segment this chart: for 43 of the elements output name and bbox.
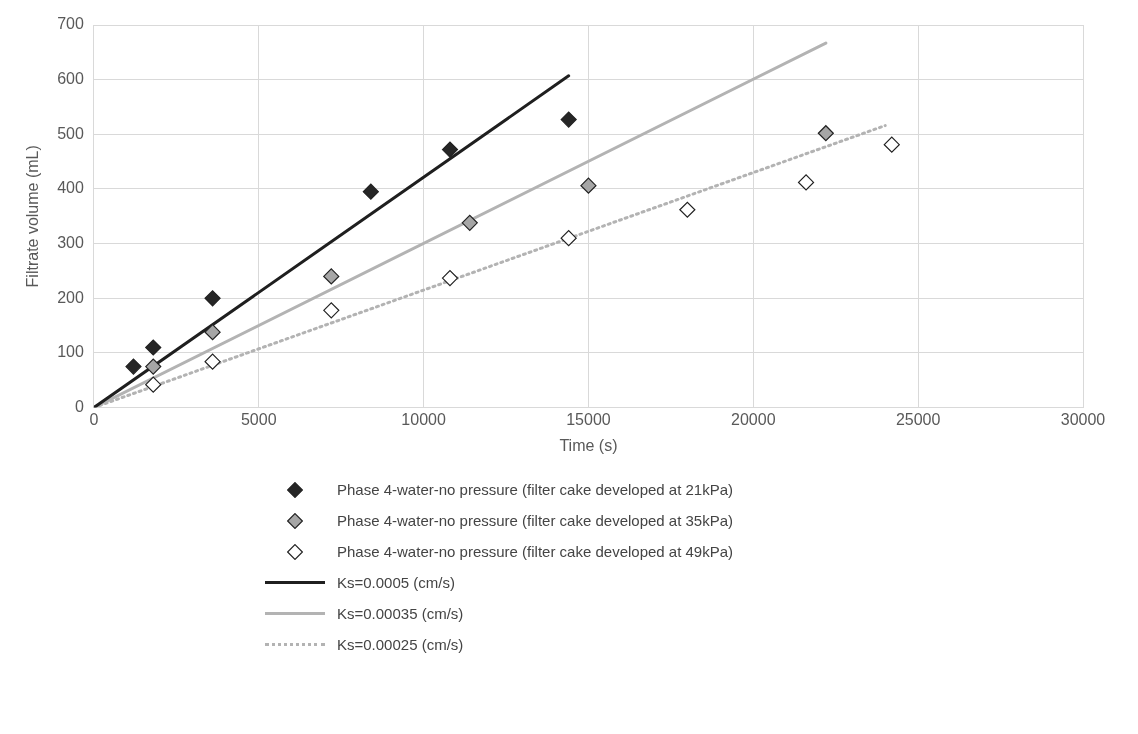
legend-label: Phase 4-water-no pressure (filter cake developed at 49kPa) <box>337 543 734 560</box>
y-tick-label: 300 <box>57 234 84 252</box>
x-tick-label: 0 <box>89 410 99 428</box>
point <box>204 353 221 370</box>
x-tick-label: 30000 <box>1060 410 1106 428</box>
y-tick-label: 600 <box>57 70 84 88</box>
x-tick-label: 10000 <box>401 410 446 428</box>
point <box>362 183 379 200</box>
legend-label: Phase 4-water-no pressure (filter cake developed at 21kPa) <box>337 481 734 498</box>
point <box>441 141 459 158</box>
y-tick-label: 100 <box>57 343 84 361</box>
point <box>560 111 577 128</box>
point <box>323 268 340 285</box>
x-tick-label: 5000 <box>240 410 277 428</box>
point <box>560 230 577 247</box>
y-axis-title: Filtrate volume (mL) <box>24 145 42 288</box>
point <box>145 376 162 393</box>
y-tick-label: 400 <box>57 179 84 197</box>
legend-label: Ks=0.0005 (cm/s) <box>337 574 455 591</box>
legend-label: Phase 4-water-no pressure (filter cake developed at 35kPa) <box>337 512 734 529</box>
x-axis-title: Time (s) <box>559 436 618 454</box>
point <box>145 339 162 356</box>
point <box>145 358 162 375</box>
point <box>817 125 834 142</box>
point <box>323 302 340 319</box>
x-tick-label: 20000 <box>731 410 776 428</box>
y-tick-label: 0 <box>74 398 84 416</box>
y-tick-label: 500 <box>57 124 84 142</box>
point <box>679 201 696 218</box>
point <box>125 358 142 375</box>
point <box>461 214 478 231</box>
x-tick-label: 15000 <box>566 410 611 428</box>
point <box>441 269 459 287</box>
x-tick-label: 25000 <box>895 410 941 428</box>
point <box>580 177 597 194</box>
point <box>797 174 815 191</box>
legend-label: Ks=0.00035 (cm/s) <box>337 605 464 622</box>
point <box>204 324 221 341</box>
point <box>883 136 900 153</box>
y-tick-label: 700 <box>57 15 84 33</box>
point <box>204 290 221 307</box>
legend-label: Ks=0.00025 (cm/s) <box>337 636 464 653</box>
y-tick-label: 200 <box>57 288 84 306</box>
